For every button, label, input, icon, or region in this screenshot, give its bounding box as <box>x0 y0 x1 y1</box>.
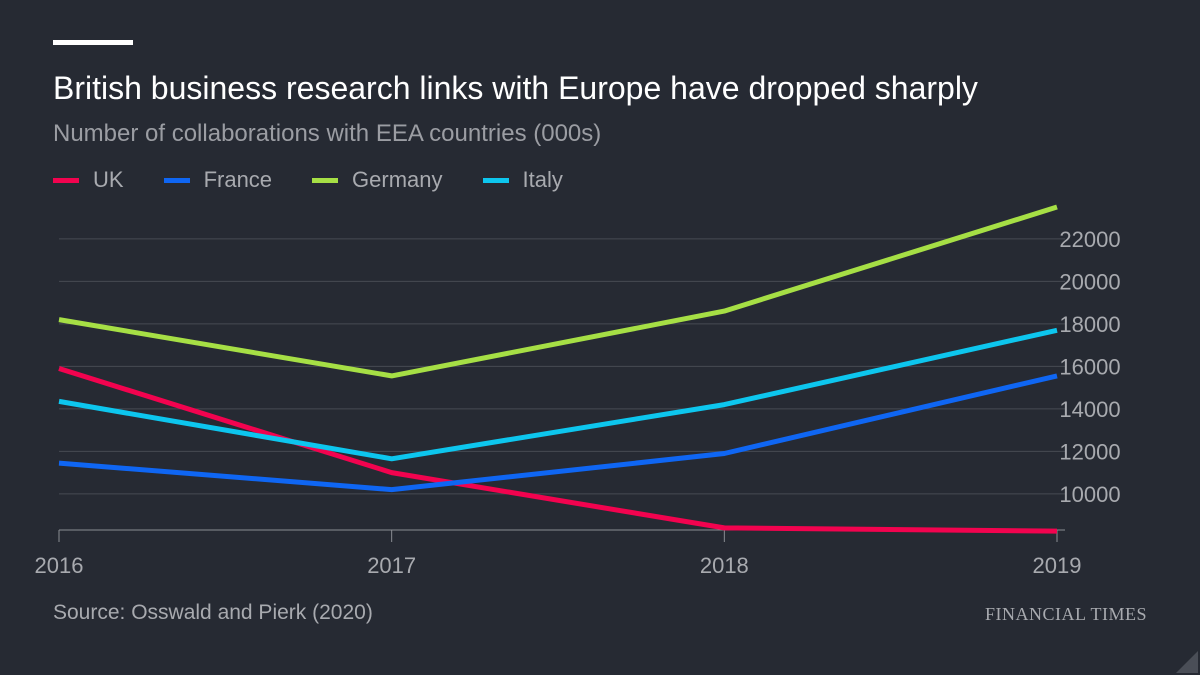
legend-swatch <box>53 177 79 183</box>
x-tick-label: 2019 <box>1033 553 1082 578</box>
y-tick-label: 18000 <box>1059 312 1120 337</box>
chart-subtitle: Number of collaborations with EEA countr… <box>53 120 602 147</box>
legend: UK France Germany Italy <box>53 167 603 193</box>
x-tick-label: 2017 <box>367 553 416 578</box>
y-tick-label: 22000 <box>1059 227 1120 252</box>
legend-item-uk: UK <box>53 167 124 193</box>
y-tick-label: 14000 <box>1059 397 1120 422</box>
legend-label: UK <box>93 167 124 192</box>
legend-swatch <box>312 177 339 183</box>
grid-lines <box>59 238 1065 495</box>
legend-item-france: France <box>163 167 273 193</box>
x-tick-label: 2016 <box>35 553 84 578</box>
series-line-france <box>58 373 1058 493</box>
tick-labels: 10000 12000 14000 16000 18000 20000 22000 2016 2… <box>35 227 1121 578</box>
corner-triangle-icon <box>1176 651 1198 673</box>
legend-item-italy: Italy <box>482 167 563 193</box>
y-tick-label: 10000 <box>1059 482 1120 507</box>
source-note: Source: Osswald and Pierk (2020) <box>53 601 373 624</box>
legend-swatch <box>482 177 509 183</box>
x-tick-label: 2018 <box>700 553 749 578</box>
y-tick-label: 12000 <box>1059 439 1120 464</box>
brand-wordmark: FINANCIAL TIMES <box>984 604 1147 624</box>
legend-label: Italy <box>522 167 563 192</box>
top-accent-bar <box>53 40 133 45</box>
legend-label: France <box>203 167 273 192</box>
series-line-germany <box>58 204 1058 379</box>
legend-swatch <box>163 177 190 183</box>
series-line-italy <box>58 327 1058 462</box>
series-line-uk <box>58 366 1058 534</box>
y-tick-label: 16000 <box>1059 354 1120 379</box>
chart-title: British business research links with Eur… <box>53 70 978 106</box>
legend-label: Germany <box>352 167 443 192</box>
y-tick-label: 20000 <box>1059 269 1120 294</box>
series-lines <box>58 204 1058 534</box>
legend-item-germany: Germany <box>312 167 443 193</box>
